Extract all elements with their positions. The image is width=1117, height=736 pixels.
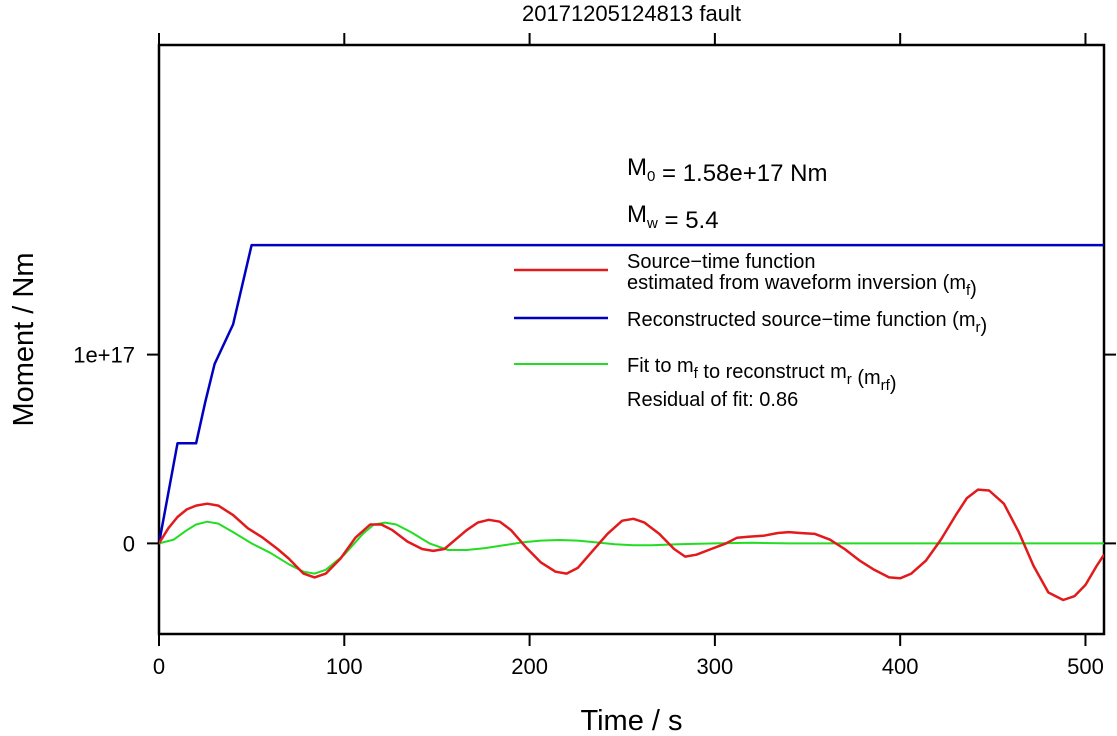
x-axis-label: Time / s: [580, 705, 682, 736]
legend-label-red: Source−time function: [627, 251, 815, 273]
y-tick-label: 1e+17: [73, 343, 135, 368]
legend-label-red: estimated from waveform inversion (mf): [627, 272, 977, 300]
series-line-red: [159, 488, 1104, 602]
x-tick-label: 300: [697, 654, 734, 679]
series-line-blue: [159, 243, 1104, 544]
y-tick-label: 0: [123, 531, 135, 556]
x-tick-label: 400: [882, 654, 919, 679]
chart-title: 20171205124813 fault: [522, 1, 741, 26]
residual-annotation: Residual of fit: 0.86: [627, 389, 798, 411]
x-tick-label: 200: [511, 654, 548, 679]
y-axis-label: Moment / Nm: [8, 252, 40, 426]
m0-annotation: M0 = 1.58e+17 Nm: [627, 154, 827, 187]
plot-frame: [157, 43, 1106, 636]
x-tick-label: 100: [326, 654, 363, 679]
labels-layer: 0 100 200 300 400 500 0 1e+17 20171205124813 fau…: [8, 1, 1104, 736]
x-tick-label: 0: [153, 654, 165, 679]
x-tick-label: 500: [1067, 654, 1104, 679]
legend-label-blue: Reconstructed source−time function (mr): [627, 309, 987, 337]
legend-label-green: Fit to mf to reconstruct mr (mrf): [627, 355, 897, 395]
axes-layer: [147, 33, 1116, 646]
mw-annotation: Mw = 5.4: [627, 201, 719, 234]
series-layer: [159, 243, 1104, 602]
series-line-green: [159, 520, 1104, 575]
